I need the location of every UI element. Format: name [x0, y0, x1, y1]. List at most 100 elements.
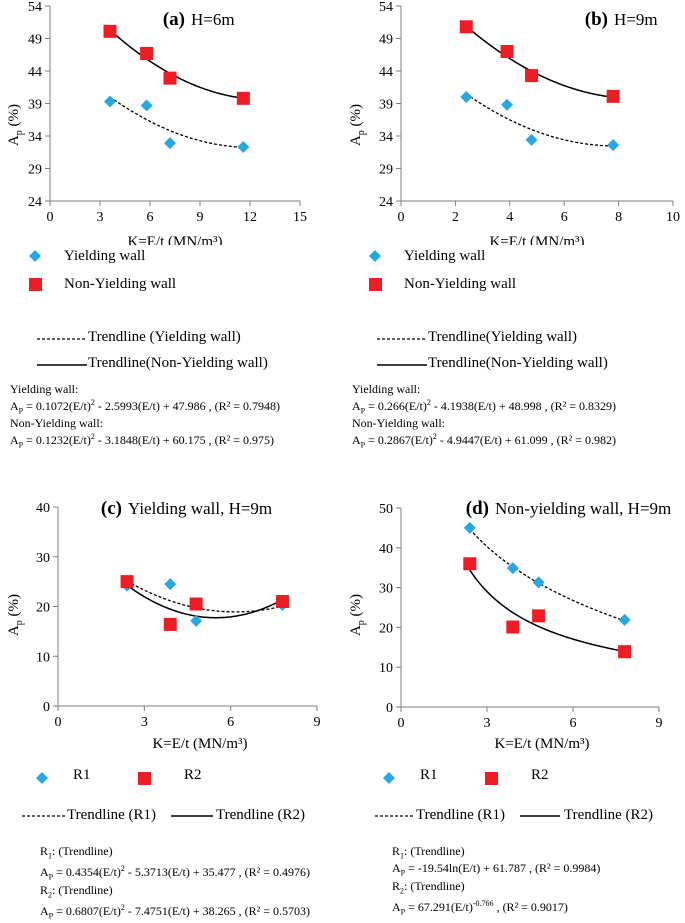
legend-diamond-marker — [29, 250, 41, 262]
x-tick-label: 8 — [615, 210, 622, 225]
y-tick-label: 50 — [379, 502, 393, 517]
legend-diamond-marker — [36, 772, 48, 784]
legend-label-r1-d: R1 — [420, 767, 438, 783]
data-point-square — [103, 24, 117, 38]
legend-square-marker — [369, 278, 382, 291]
data-point-square — [163, 71, 177, 85]
data-point-diamond — [618, 613, 631, 626]
data-point-square — [189, 597, 203, 611]
x-tick-label: 3 — [141, 715, 148, 730]
x-tick-label: 4 — [506, 210, 513, 225]
plot-area-a: 0 3 6 9 12 15 24 29 34 39 44 49 54 — [28, 0, 307, 225]
data-point-diamond — [525, 133, 538, 146]
trendline — [465, 93, 614, 147]
data-point-square — [275, 595, 289, 609]
panel-subtitle-a: H=6m — [191, 10, 235, 29]
y-tick-label: 40 — [36, 501, 50, 516]
data-point-square — [236, 91, 250, 105]
y-axis-label-d: Ap (%) — [348, 594, 367, 636]
x-tick-label: 0 — [55, 715, 62, 730]
y-tick-label: 10 — [379, 661, 393, 676]
legend-markers-a — [29, 250, 87, 366]
data-point-diamond — [140, 99, 153, 112]
x-tick-label: 9 — [197, 210, 204, 225]
equations-b: Yielding wall: AP = 0.266(E/t)2 - 4.1938… — [352, 382, 617, 450]
trendline — [126, 580, 283, 613]
data-point-diamond — [607, 139, 620, 152]
data-point-diamond — [190, 614, 203, 627]
x-tick-label: 6 — [570, 716, 577, 731]
x-axis-label-d: K=E/t (MN/m³) — [494, 736, 589, 752]
legend-label-yielding-b: Yielding wall — [404, 248, 486, 264]
y-axis-label-c: Ap (%) — [6, 594, 25, 636]
equations-d: R1: (Trendline) AP = -19.54ln(E/t) + 61.… — [392, 844, 601, 917]
y-tick-label: 39 — [28, 98, 42, 113]
y-tick-label: 29 — [28, 163, 42, 178]
data-point-diamond — [104, 95, 116, 108]
legend-label-trend-nonyielding-b: Trendline(Non-Yielding wall) — [428, 355, 608, 371]
x-tick-label: 10 — [666, 210, 680, 225]
x-tick-label: 2 — [452, 210, 459, 225]
panel-tag-c: (c) — [101, 498, 122, 519]
data-point-square — [459, 20, 473, 34]
x-tick-label: 0 — [47, 210, 54, 225]
trendline — [469, 528, 625, 622]
legend-label-trend-nonyielding-a: Trendline(Non-Yielding wall) — [88, 355, 268, 371]
x-axis-label-b: K=E/t (MN/m³) — [489, 234, 584, 245]
panel-tag-b: (b) — [585, 9, 608, 30]
legend-label-trend-yielding-b: Trendline(Yielding wall) — [428, 329, 578, 345]
y-tick-label: 44 — [379, 65, 393, 80]
plot-area-c: 0 3 6 9 0 10 20 30 40 — [36, 501, 321, 730]
legend-diamond-marker — [383, 772, 395, 784]
y-tick-label: 54 — [28, 0, 42, 15]
x-tick-label: 9 — [656, 716, 663, 731]
y-tick-label: 44 — [28, 65, 42, 80]
trendline — [126, 584, 283, 619]
legend-label-r2-d: R2 — [531, 767, 549, 783]
equations-a: Yielding wall: AP = 0.1072(E/t)2 - 2.599… — [10, 382, 281, 450]
x-tick-label: 12 — [243, 210, 257, 225]
y-axis-label-b: Ap (%) — [348, 104, 367, 146]
x-tick-label: 0 — [398, 716, 405, 731]
plot-area-d: 0 3 6 9 0 10 20 30 40 50 — [379, 502, 663, 731]
legend-square-marker — [29, 278, 42, 291]
data-point-square — [532, 609, 546, 623]
data-point-square — [500, 45, 514, 58]
x-tick-label: 6 — [147, 210, 154, 225]
panel-d: 0 3 6 9 0 10 20 30 40 50 (d) Non-yielding wall, H… — [342, 480, 685, 917]
data-point-diamond — [237, 141, 250, 154]
trendline — [109, 29, 244, 99]
x-axis-label-a: K=E/t (MN/m³) — [127, 234, 222, 245]
data-point-square — [163, 617, 177, 631]
y-tick-label: 39 — [379, 98, 393, 113]
data-point-diamond — [164, 578, 177, 591]
panel-subtitle-c: Yielding wall, H=9m — [128, 499, 272, 518]
y-tick-label: 0 — [43, 700, 50, 715]
chart-d: 0 3 6 9 0 10 20 30 40 50 (d) Non-yielding wall, H… — [348, 498, 671, 752]
trendline — [465, 25, 614, 98]
y-tick-label: 49 — [28, 33, 42, 48]
data-point-diamond — [463, 521, 476, 534]
y-tick-label: 34 — [28, 130, 42, 145]
equations-c: R1: (Trendline) AP = 0.4354(E/t)2 - 5.37… — [40, 844, 311, 921]
x-tick-label: 3 — [97, 210, 104, 225]
trendline — [469, 569, 625, 653]
x-tick-label: 3 — [484, 716, 491, 731]
data-point-diamond — [506, 562, 519, 575]
legend-square-marker — [138, 772, 151, 785]
y-tick-label: 40 — [379, 542, 393, 557]
panel-subtitle-d: Non-yielding wall, H=9m — [495, 499, 671, 518]
panel-c: 0 3 6 9 0 10 20 30 40 (c) Yielding wall, H=9m K=… — [0, 480, 342, 921]
y-tick-label: 49 — [379, 33, 393, 48]
data-point-square — [618, 645, 632, 659]
data-point-diamond — [460, 91, 473, 103]
panel-subtitle-b: H=9m — [614, 10, 658, 29]
y-tick-label: 34 — [379, 130, 393, 145]
panel-b: 0 2 4 6 8 10 24 29 34 39 44 49 54 (b) H=9m K=E/t (MN… — [342, 0, 685, 460]
y-tick-label: 30 — [36, 551, 50, 566]
y-tick-label: 29 — [379, 163, 393, 178]
y-tick-label: 24 — [379, 195, 393, 210]
data-point-square — [140, 46, 154, 60]
